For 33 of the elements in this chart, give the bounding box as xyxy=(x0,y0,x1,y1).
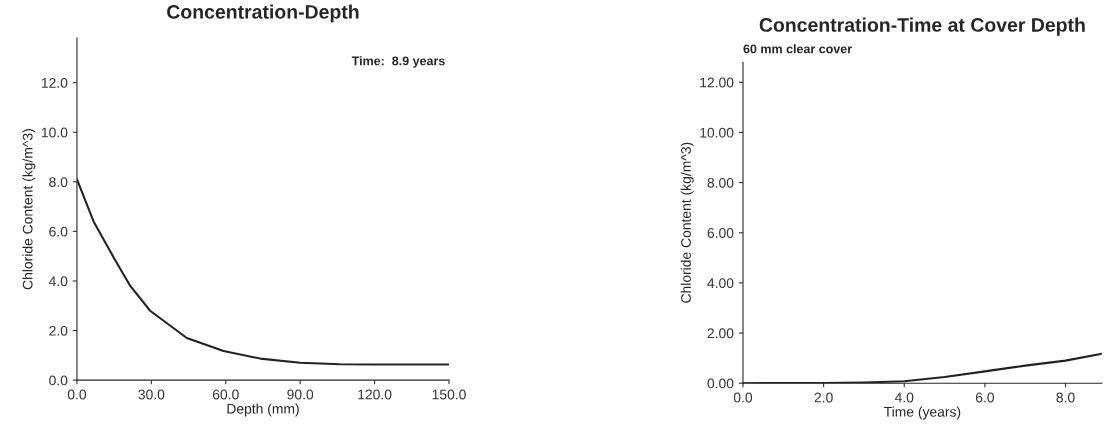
x-tick-label: 6.0 xyxy=(975,392,994,403)
x-axis-title: Time (years) xyxy=(884,406,961,420)
x-tick-label: 120.0 xyxy=(358,389,392,400)
x-tick-label: 0.0 xyxy=(733,392,753,403)
x-tick-label: 0.0 xyxy=(67,389,87,400)
y-tick-label: 6.00 xyxy=(707,228,734,238)
y-tick-label: 6.0 xyxy=(49,226,68,237)
y-axis-title: Chloride Content (kg/m^3) xyxy=(680,142,694,303)
y-tick-label: 8.0 xyxy=(49,177,68,187)
y-tick-label: 2.0 xyxy=(49,325,68,336)
chart-title: Concentration-Time at Cover Depth xyxy=(759,17,1085,36)
y-tick-label: 12.00 xyxy=(700,77,734,88)
x-tick-label: 2.0 xyxy=(814,392,833,403)
x-tick-label: 4.0 xyxy=(894,392,914,403)
y-tick-label: 8.00 xyxy=(707,177,734,188)
chart-subtitle: 60 mm clear cover xyxy=(743,44,852,54)
chart-title: Concentration-Depth xyxy=(167,4,359,23)
y-tick-label: 12.0 xyxy=(41,77,68,88)
y-tick-label: 4.0 xyxy=(48,276,68,287)
x-tick-label: 60.0 xyxy=(212,389,239,400)
x-tick-label: 30.0 xyxy=(138,389,165,400)
y-tick-label: 0.00 xyxy=(707,378,734,389)
x-tick-label: 8.0 xyxy=(1056,392,1075,403)
y-tick-label: 2.00 xyxy=(707,328,734,339)
y-axis-title: Chloride Content (kg/m^3) xyxy=(22,129,36,290)
y-tick-label: 10.0 xyxy=(41,127,68,138)
x-tick-label: 90.0 xyxy=(287,389,314,400)
y-tick-label: 10.00 xyxy=(700,127,734,138)
x-axis-title: Depth (mm) xyxy=(227,403,299,417)
annotation: Time: 8.9 years xyxy=(351,56,445,68)
y-tick-label: 4.00 xyxy=(707,278,734,289)
x-tick-label: 150.0 xyxy=(432,389,466,400)
y-tick-label: 0.0 xyxy=(49,375,68,386)
